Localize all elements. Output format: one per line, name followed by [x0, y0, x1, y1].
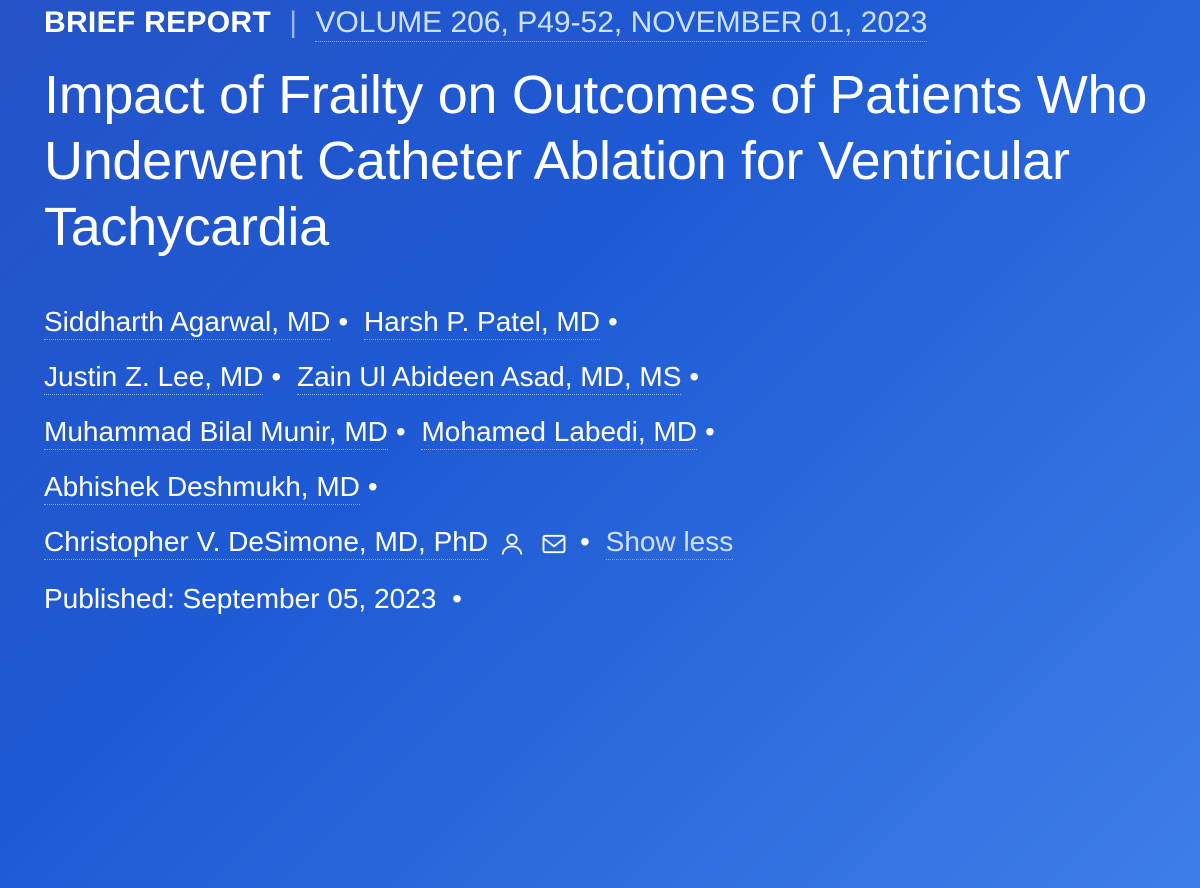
author-link[interactable]: Mohamed Labedi, MD [421, 416, 696, 450]
bullet-separator: • [396, 416, 406, 447]
person-icon[interactable] [498, 530, 526, 558]
article-title: Impact of Frailty on Outcomes of Patient… [44, 63, 1156, 261]
author-row: Justin Z. Lee, MD • Zain Ul Abideen Asad,… [44, 350, 1156, 403]
author-link[interactable]: Harsh P. Patel, MD [364, 306, 600, 340]
bullet-separator: • [452, 583, 462, 614]
author-link[interactable]: Siddharth Agarwal, MD [44, 306, 330, 340]
issue-info-link[interactable]: VOLUME 206, P49-52, NOVEMBER 01, 2023 [315, 6, 927, 42]
author-link[interactable]: Justin Z. Lee, MD [44, 361, 263, 395]
bullet-separator: • [368, 471, 378, 502]
author-row: Muhammad Bilal Munir, MD • Mohamed Labedi… [44, 405, 1156, 458]
published-label: Published: [44, 583, 175, 614]
author-link[interactable]: Zain Ul Abideen Asad, MD, MS [297, 361, 681, 395]
author-row: Siddharth Agarwal, MD • Harsh P. Patel, M… [44, 295, 1156, 348]
bullet-separator: • [608, 306, 618, 337]
author-link[interactable]: Christopher V. DeSimone, MD, PhD [44, 526, 488, 560]
author-link[interactable]: Muhammad Bilal Munir, MD [44, 416, 388, 450]
bullet-separator: • [580, 526, 590, 557]
article-meta-line: BRIEF REPORT | VOLUME 206, P49-52, NOVEM… [44, 0, 1156, 45]
bullet-separator: • [338, 306, 348, 337]
author-row: Abhishek Deshmukh, MD • [44, 460, 1156, 513]
bullet-separator: • [271, 361, 281, 392]
published-date: September 05, 2023 [183, 583, 437, 614]
author-link[interactable]: Abhishek Deshmukh, MD [44, 471, 360, 505]
mail-icon[interactable] [540, 530, 568, 558]
bullet-separator: • [705, 416, 715, 447]
show-less-toggle[interactable]: Show less [606, 526, 734, 560]
article-type-label: BRIEF REPORT [44, 6, 271, 39]
published-line: Published: September 05, 2023 • [44, 583, 1156, 615]
meta-separator: | [289, 6, 297, 39]
bullet-separator: • [689, 361, 699, 392]
authors-list: Siddharth Agarwal, MD • Harsh P. Patel, M… [44, 295, 1156, 569]
author-row: Christopher V. DeSimone, MD, PhD • Show l… [44, 515, 1156, 568]
